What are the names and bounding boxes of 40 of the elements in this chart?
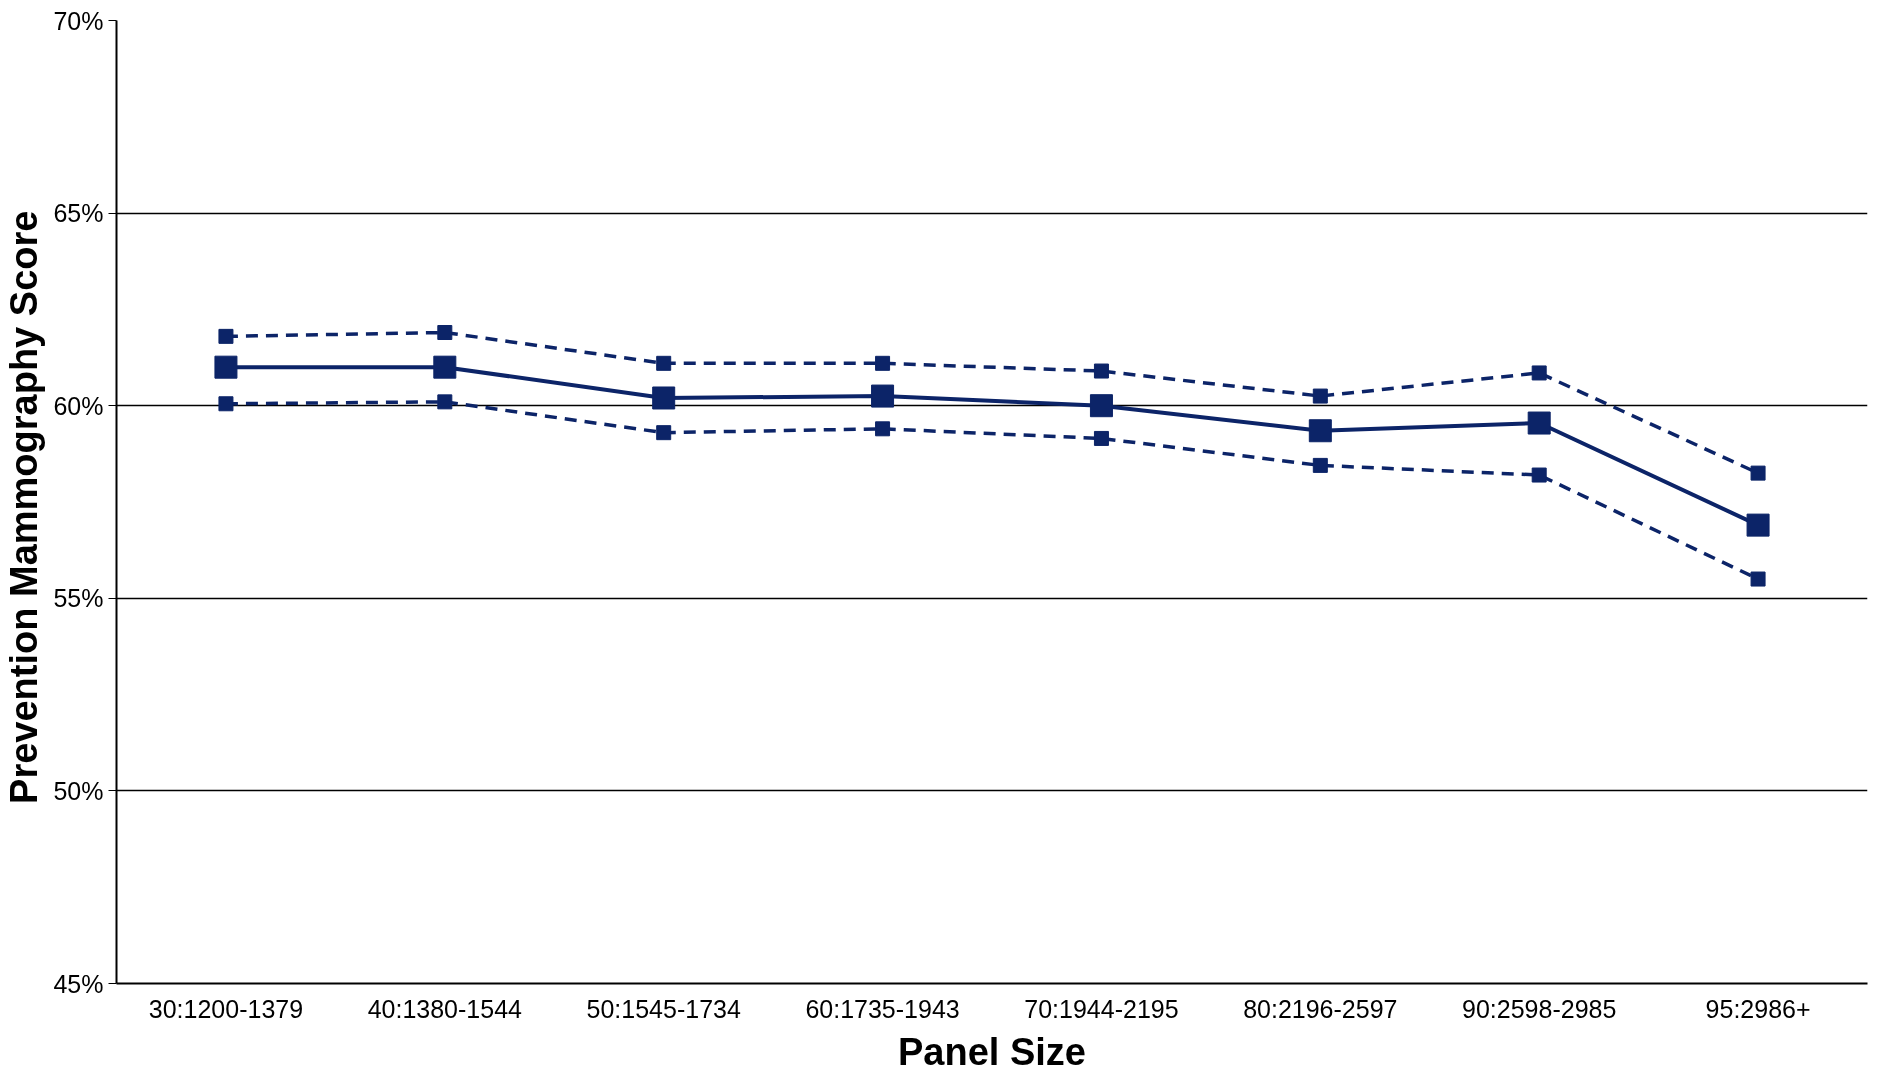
- x-tick-label: 70:1944-2195: [1024, 994, 1179, 1023]
- x-tick-label: 80:2196-2597: [1243, 994, 1398, 1023]
- point: [437, 394, 453, 410]
- point: [1746, 513, 1770, 537]
- y-tick-label: 70%: [53, 6, 104, 35]
- point: [218, 396, 234, 412]
- point: [1750, 465, 1766, 481]
- x-tick-label: 95:2986+: [1705, 994, 1811, 1023]
- point: [1750, 571, 1766, 587]
- point: [1089, 394, 1113, 418]
- point: [1312, 388, 1328, 404]
- y-tick-label: 55%: [53, 584, 104, 613]
- point: [871, 384, 895, 408]
- point: [1312, 457, 1328, 473]
- point: [656, 355, 672, 371]
- point: [1531, 365, 1547, 381]
- point: [433, 355, 457, 379]
- point: [875, 421, 891, 437]
- y-axis-title: Prevention Mammography Score: [3, 210, 46, 804]
- y-tick-label: 60%: [53, 391, 104, 420]
- point: [437, 325, 453, 341]
- y-tick-label: 45%: [53, 969, 104, 998]
- point: [1308, 419, 1332, 443]
- point: [1093, 430, 1109, 446]
- x-tick-label: 30:1200-1379: [148, 994, 304, 1023]
- point: [656, 425, 672, 441]
- point: [218, 328, 234, 344]
- point: [1531, 467, 1547, 483]
- point: [1527, 411, 1551, 435]
- x-tick-label: 90:2598-2985: [1462, 994, 1617, 1023]
- y-tick-label: 50%: [53, 776, 104, 805]
- x-tick-label: 50:1545-1734: [586, 994, 741, 1023]
- point: [214, 355, 238, 379]
- x-tick-label: 40:1380-1544: [367, 994, 523, 1023]
- point: [875, 355, 891, 371]
- point: [652, 386, 676, 410]
- y-tick-label: 65%: [53, 199, 104, 228]
- point: [1093, 363, 1109, 379]
- x-tick-label: 60:1735-1943: [805, 994, 960, 1023]
- x-axis-title: Panel Size: [898, 1030, 1086, 1073]
